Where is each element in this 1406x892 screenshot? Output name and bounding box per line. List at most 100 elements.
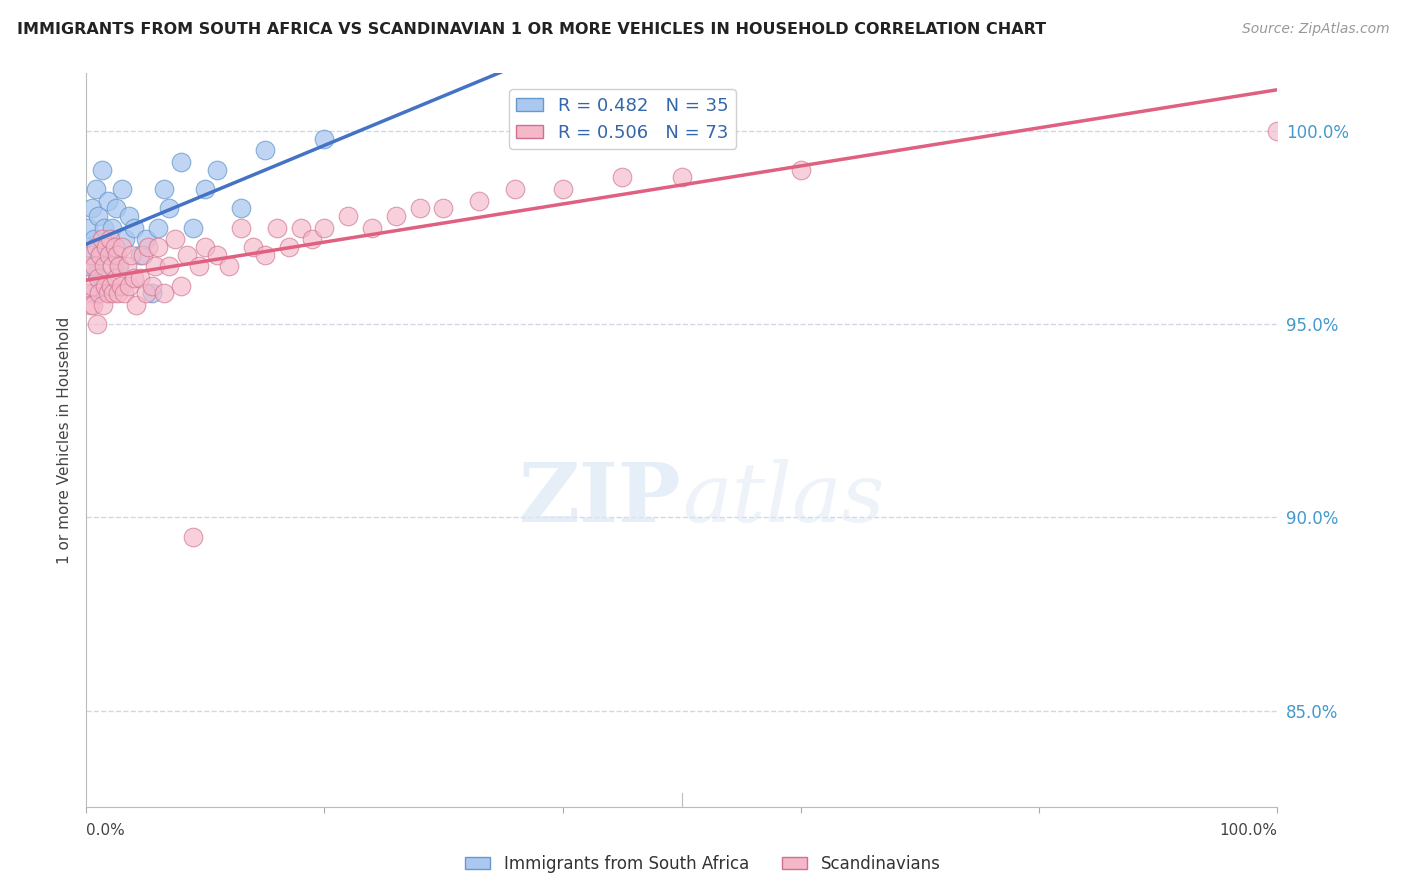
Point [194, 182, 217, 196]
Point [301, 232, 323, 246]
Point [89, 247, 111, 261]
Point [385, 209, 408, 223]
Point [80, 247, 103, 261]
Point [86, 267, 108, 281]
Point [103, 286, 125, 301]
Point [90, 232, 112, 246]
Point [98, 240, 121, 254]
Point [229, 201, 252, 215]
Point [218, 259, 240, 273]
Point [146, 220, 169, 235]
Point [77, 259, 100, 273]
Point [110, 278, 132, 293]
Point [77, 220, 100, 235]
Point [76, 286, 98, 301]
Point [229, 220, 252, 235]
Point [87, 209, 110, 223]
Point [170, 154, 193, 169]
Point [181, 220, 204, 235]
Point [194, 240, 217, 254]
Point [503, 182, 526, 196]
Point [551, 182, 574, 196]
Point [118, 209, 141, 223]
Point [93, 220, 115, 235]
Legend: R = 0.482   N = 35, R = 0.506   N = 73: R = 0.482 N = 35, R = 0.506 N = 73 [509, 89, 735, 149]
Point [87, 270, 110, 285]
Point [122, 220, 145, 235]
Point [93, 259, 115, 273]
Point [176, 247, 198, 261]
Text: Source: ZipAtlas.com: Source: ZipAtlas.com [1241, 22, 1389, 37]
Point [112, 286, 135, 301]
Point [128, 270, 150, 285]
Point [104, 270, 127, 285]
Text: 100.0%: 100.0% [1219, 822, 1278, 838]
Point [361, 220, 384, 235]
Point [165, 232, 187, 246]
Point [118, 278, 141, 293]
Point [120, 247, 142, 261]
Point [105, 247, 128, 261]
Point [141, 286, 163, 301]
Point [101, 259, 124, 273]
Point [111, 182, 134, 196]
Point [408, 201, 430, 215]
Point [253, 247, 276, 261]
Point [337, 209, 360, 223]
Point [1267, 124, 1289, 138]
Point [96, 286, 118, 301]
Point [108, 259, 131, 273]
Point [188, 259, 211, 273]
Point [671, 170, 693, 185]
Point [468, 194, 491, 208]
Point [205, 162, 228, 177]
Point [89, 286, 111, 301]
Point [89, 247, 111, 261]
Point [107, 286, 129, 301]
Point [242, 240, 264, 254]
Point [143, 259, 166, 273]
Point [91, 298, 114, 312]
Point [277, 240, 299, 254]
Point [76, 240, 98, 254]
Point [84, 182, 107, 196]
Point [98, 232, 121, 246]
Point [152, 286, 174, 301]
Text: IMMIGRANTS FROM SOUTH AFRICA VS SCANDINAVIAN 1 OR MORE VEHICLES IN HOUSEHOLD COR: IMMIGRANTS FROM SOUTH AFRICA VS SCANDINA… [17, 22, 1046, 37]
Point [253, 143, 276, 157]
Point [170, 278, 193, 293]
Point [111, 240, 134, 254]
Text: ZIP: ZIP [519, 459, 682, 539]
Point [314, 131, 336, 145]
Point [159, 259, 181, 273]
Point [314, 220, 336, 235]
Point [128, 247, 150, 261]
Point [141, 278, 163, 293]
Point [205, 247, 228, 261]
Point [132, 247, 155, 261]
Point [152, 182, 174, 196]
Point [146, 240, 169, 254]
Text: atlas: atlas [682, 459, 884, 539]
Point [136, 240, 159, 254]
Point [82, 286, 104, 301]
Point [100, 278, 122, 293]
Point [125, 298, 148, 312]
Point [612, 170, 634, 185]
Point [790, 162, 813, 177]
Point [96, 194, 118, 208]
Point [432, 201, 454, 215]
Point [290, 220, 312, 235]
Point [96, 240, 118, 254]
Point [135, 232, 157, 246]
Point [80, 259, 103, 273]
Point [82, 298, 104, 312]
Point [86, 317, 108, 331]
Point [104, 201, 127, 215]
Point [101, 220, 124, 235]
Point [114, 232, 136, 246]
Point [107, 259, 129, 273]
Point [122, 270, 145, 285]
Point [94, 278, 117, 293]
Point [90, 162, 112, 177]
